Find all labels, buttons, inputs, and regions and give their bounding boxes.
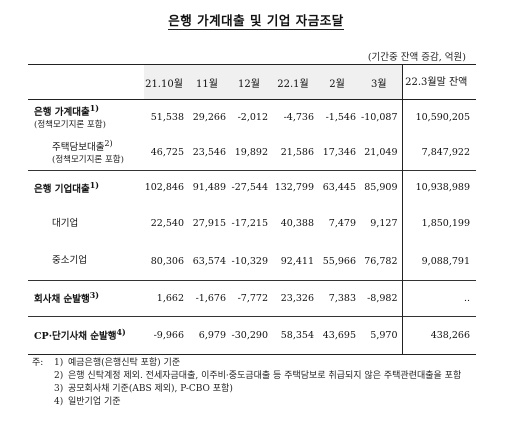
- cell: -1,676: [188, 280, 230, 317]
- row-label: 은행 기업대출1): [28, 170, 144, 205]
- cell: 5,970: [360, 316, 402, 355]
- cell: -8,982: [360, 280, 402, 317]
- cell-balance: 9,088,791: [401, 242, 476, 281]
- footnote: 3) 공모회사채 기준(ABS 제외), P-CBO 포함): [32, 383, 468, 396]
- cell: 63,574: [192, 255, 226, 267]
- cell: 76,782: [364, 255, 398, 267]
- cell: 80,306: [150, 255, 184, 267]
- cell: 1,662: [144, 280, 188, 317]
- cell: 7,383: [318, 280, 360, 317]
- row-label: 회사채 순발행3): [28, 280, 144, 317]
- cell-balance: 438,266: [401, 316, 476, 355]
- row-label: 은행 가계대출1) (정책모기지론 포함): [34, 104, 106, 131]
- col-header: 12월: [230, 64, 272, 100]
- footnote-number: 3): [54, 384, 64, 394]
- footnote: 2) 은행 신탁계정 제외. 전세자금대출, 이주비·중도금대출 등 주택담보로…: [32, 370, 468, 383]
- cell: -27,544: [230, 170, 272, 205]
- data-table: 21.10월 11월 12월 22.1월 2월 3월 22.3월말 잔액 은행 …: [28, 64, 476, 355]
- row-label: 주택담보대출2) (정책모기지론 포함): [52, 139, 124, 166]
- cell: 27,915: [192, 218, 226, 229]
- footnote-prefix: 주:: [32, 358, 44, 368]
- table-row: 대기업 22,540 27,915 -17,215 40,388 7,479 9…: [28, 204, 476, 243]
- cell: -2,012: [237, 111, 268, 123]
- footnote: 주: 1) 예금은행(은행신탁 포함) 기준: [32, 357, 468, 370]
- cell: 17,346: [322, 146, 356, 158]
- cell: -9,966: [144, 316, 188, 355]
- cell-balance: 10,590,205: [401, 99, 476, 135]
- col-header: 11월: [188, 64, 230, 100]
- header-blank: [28, 64, 144, 100]
- unit-note: (기간중 잔액 증감, 억원): [367, 52, 466, 63]
- cell: 46,725: [150, 146, 184, 158]
- cell: 58,354: [272, 316, 318, 355]
- cell-balance: 7,847,922: [401, 134, 476, 171]
- row-label: 중소기업: [52, 255, 87, 267]
- page-title: 은행 가계대출 및 기업 자금조달: [168, 13, 344, 30]
- row-label: CP·단기사채 순발행4): [28, 316, 144, 355]
- col-header: 21.10월: [144, 64, 188, 100]
- col-header: 3월: [360, 64, 402, 100]
- cell-balance: ..: [401, 280, 476, 317]
- footnote-text: 은행 신탁계정 제외. 전세자금대출, 이주비·중도금대출 등 주택담보로 취급…: [68, 371, 462, 381]
- footnote-text: 공모회사채 기준(ABS 제외), P-CBO 포함): [68, 384, 233, 394]
- col-header: 2월: [318, 64, 360, 100]
- footnote: 4) 일반기업 기준: [32, 396, 468, 409]
- col-header-balance: 22.3월말 잔액: [401, 64, 476, 100]
- col-header: 22.1월: [272, 64, 318, 100]
- table-row: 중소기업 80,306 63,574 -10,329 92,411 55,966…: [28, 242, 476, 281]
- cell: -10,329: [231, 255, 268, 267]
- cell: 91,489: [188, 170, 230, 205]
- cell: -4,736: [283, 111, 314, 123]
- table-header: 21.10월 11월 12월 22.1월 2월 3월 22.3월말 잔액: [28, 64, 476, 100]
- cell: 85,909: [360, 170, 402, 205]
- cell: 23,326: [272, 280, 318, 317]
- cell: 6,979: [188, 316, 230, 355]
- cell: 23,546: [192, 146, 226, 158]
- row-label: 대기업: [52, 217, 79, 229]
- cell: 43,695: [318, 316, 360, 355]
- table-row: CP·단기사채 순발행4) -9,966 6,979 -30,290 58,35…: [28, 316, 476, 355]
- cell: 63,445: [318, 170, 360, 205]
- cell: 40,388: [280, 218, 314, 229]
- cell: 21,049: [364, 146, 398, 158]
- footnote-text: 일반기업 기준: [68, 397, 121, 407]
- footnote-number: 4): [54, 397, 64, 407]
- cell: 51,538: [150, 111, 184, 123]
- cell: -7,772: [230, 280, 272, 317]
- table-row: 은행 기업대출1) 102,846 91,489 -27,544 132,799…: [28, 170, 476, 205]
- cell: -1,546: [325, 111, 356, 123]
- cell: 7,479: [328, 218, 356, 229]
- footnote-number: 2): [54, 371, 64, 381]
- footnote-text: 예금은행(은행신탁 포함) 기준: [68, 358, 181, 368]
- cell: 22,540: [150, 218, 184, 229]
- cell: 132,799: [272, 170, 318, 205]
- cell: 9,127: [370, 218, 398, 229]
- table-row: 주택담보대출2) (정책모기지론 포함) 46,725 23,546 19,89…: [28, 134, 476, 171]
- cell-balance: 1,850,199: [401, 204, 476, 243]
- cell: -17,215: [231, 218, 268, 229]
- cell-balance: 10,938,989: [401, 170, 476, 205]
- table-row: 은행 가계대출1) (정책모기지론 포함) 51,538 29,266 -2,0…: [28, 99, 476, 135]
- cell: 21,586: [280, 146, 314, 158]
- cell: -30,290: [230, 316, 272, 355]
- cell: 19,892: [234, 146, 268, 158]
- footnotes: 주: 1) 예금은행(은행신탁 포함) 기준 2) 은행 신탁계정 제외. 전세…: [32, 357, 468, 409]
- table-row: 회사채 순발행3) 1,662 -1,676 -7,772 23,326 7,3…: [28, 280, 476, 317]
- cell: -10,087: [361, 111, 398, 123]
- footnote-number: 1): [54, 358, 64, 368]
- cell: 29,266: [192, 111, 226, 123]
- cell: 102,846: [144, 170, 188, 205]
- cell: 92,411: [280, 255, 314, 267]
- cell: 55,966: [322, 255, 356, 267]
